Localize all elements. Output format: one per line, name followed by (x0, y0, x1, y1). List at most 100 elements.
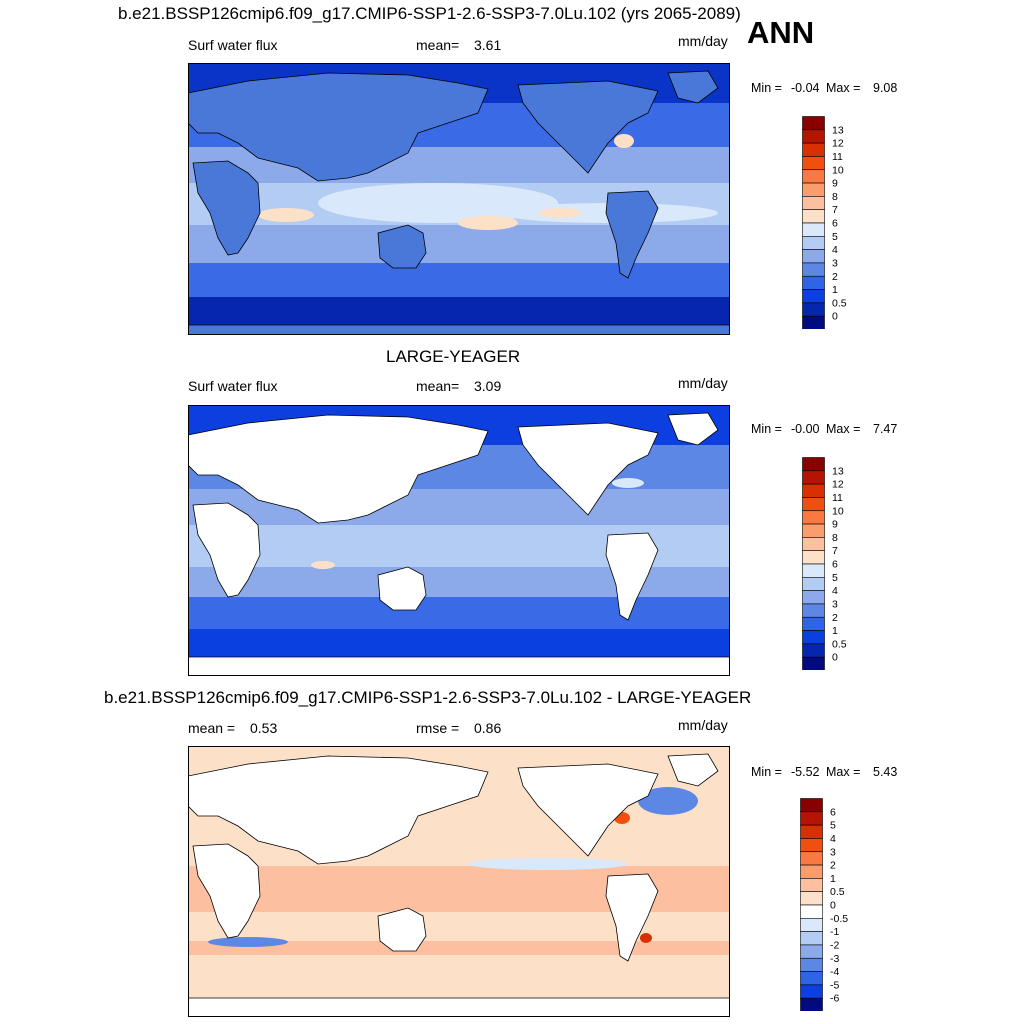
panel-3-colorbar: 6 543 210.5 0-0.5-1-2 -3-4-5 -6 (800, 798, 848, 1011)
colorbar-tick-label: 12 (832, 479, 844, 491)
panel-1-min-label: Min = (751, 81, 782, 95)
colorbar-swatch (802, 590, 825, 605)
colorbar-tick-label: 4 (832, 585, 838, 597)
colorbar-swatch (800, 904, 823, 919)
colorbar-swatch (802, 643, 825, 658)
colorbar-tick-label: 12 (832, 138, 844, 150)
panel-2-min-value: -0.00 (791, 422, 820, 436)
colorbar-swatch (802, 470, 825, 485)
colorbar-swatch (802, 302, 825, 317)
australia (377, 224, 427, 269)
panel-1-variable: Surf water flux (188, 37, 278, 53)
panel-2-mean-label: mean= (416, 378, 460, 394)
panel-3-map (188, 746, 730, 1017)
colorbar-swatch (800, 931, 823, 946)
eq-pacific-dry (468, 858, 628, 870)
panel-3-max-label: Max = (826, 765, 861, 779)
panel-3-mean-value: 0.53 (250, 720, 278, 736)
panel-1-max-label: Max = (826, 81, 861, 95)
panel-3-title: b.e21.BSSP126cmip6.f09_g17.CMIP6-SSP1-2.… (104, 688, 752, 707)
colorbar-swatch (802, 656, 825, 670)
colorbar-tick-label: -3 (830, 953, 839, 965)
continents-masked (188, 412, 730, 676)
spcz-high (311, 561, 335, 569)
colorbar-tick-label: 7 (832, 204, 838, 216)
colorbar-tick-label: 2 (832, 612, 838, 624)
colorbar-tick-label: 5 (830, 820, 836, 832)
malvinas-wet (640, 933, 652, 943)
spcz-high (458, 216, 518, 230)
colorbar-tick-label: 0 (830, 900, 836, 912)
colorbar-tick-label: 13 (832, 465, 844, 477)
colorbar-swatch (802, 156, 825, 171)
colorbar-tick-label: 0.5 (832, 297, 847, 309)
colorbar-swatch (802, 169, 825, 184)
south-america (605, 190, 659, 279)
colorbar-swatch (800, 891, 823, 906)
itcz-high (538, 208, 582, 218)
colorbar-swatch (802, 603, 825, 618)
colorbar-swatch (802, 523, 825, 538)
north-atlantic-dry (638, 787, 698, 815)
colorbar-tick-label: 1 (832, 284, 838, 296)
colorbar-tick-label: 2 (830, 860, 836, 872)
panel-1-mean-label: mean= (416, 37, 460, 53)
colorbar-swatch (800, 957, 823, 972)
colorbar-tick-label: -6 (830, 993, 839, 1005)
colorbar-tick-label: 3 (830, 846, 836, 858)
colorbar-tick-label: 5 (832, 231, 838, 243)
map-frame (188, 405, 730, 676)
antarctica (188, 324, 730, 335)
panel-2-units: mm/day (678, 375, 728, 391)
colorbar-tick-label: 8 (832, 532, 838, 544)
colorbar-swatch (802, 537, 825, 551)
panel-2-max-label: Max = (826, 422, 861, 436)
antarctica (188, 997, 730, 1017)
colorbar-tick-label: 9 (832, 519, 838, 531)
panel-3-mean-label: mean = (188, 720, 236, 736)
southern-ocean-dry (208, 937, 288, 947)
gulfstream-high (612, 478, 644, 488)
panel-1-max-value: 9.08 (873, 81, 898, 95)
colorbar-swatch (800, 824, 823, 839)
north-america (517, 422, 659, 516)
band-south-mid (188, 263, 730, 297)
colorbar-swatch (802, 315, 825, 329)
africa (192, 160, 261, 256)
colorbar-tick-label: 10 (832, 505, 844, 517)
panel-3-min-label: Min = (751, 765, 782, 779)
gulfstream-high (614, 134, 634, 148)
colorbar-tick-label: 1 (832, 625, 838, 637)
panel-2-mean-value: 3.09 (474, 378, 502, 394)
indian-ocean-high (258, 208, 314, 222)
colorbar-swatch (802, 483, 825, 498)
colorbar-swatch (802, 142, 825, 157)
colorbar-swatch (802, 275, 825, 290)
panel-2-min-label: Min = (751, 422, 782, 436)
antarctica (188, 656, 730, 676)
colorbar-swatch (802, 209, 825, 224)
colorbar-tick-label: 4 (830, 833, 836, 845)
africa (192, 843, 261, 939)
map-frame (188, 63, 730, 335)
greenland (667, 753, 719, 787)
continents-masked (188, 753, 730, 1017)
colorbar-swatch (802, 289, 825, 304)
figure-title: b.e21.BSSP126cmip6.f09_g17.CMIP6-SSP1-2.… (118, 4, 741, 23)
colorbar-tick-label: 10 (832, 164, 844, 176)
colorbar-swatch (802, 222, 825, 237)
south-america (605, 532, 659, 621)
colorbar-swatch (800, 971, 823, 986)
continents (188, 70, 730, 335)
colorbar-swatch (802, 550, 825, 565)
australia (377, 566, 427, 611)
colorbar-swatch (800, 798, 823, 813)
panel-3-units: mm/day (678, 717, 728, 733)
colorbar-swatch (800, 944, 823, 959)
colorbar-tick-label: 2 (832, 271, 838, 283)
colorbar-swatch (802, 182, 825, 197)
panel-2-title: LARGE-YEAGER (386, 347, 521, 366)
colorbar-tick-label: 11 (832, 492, 843, 504)
